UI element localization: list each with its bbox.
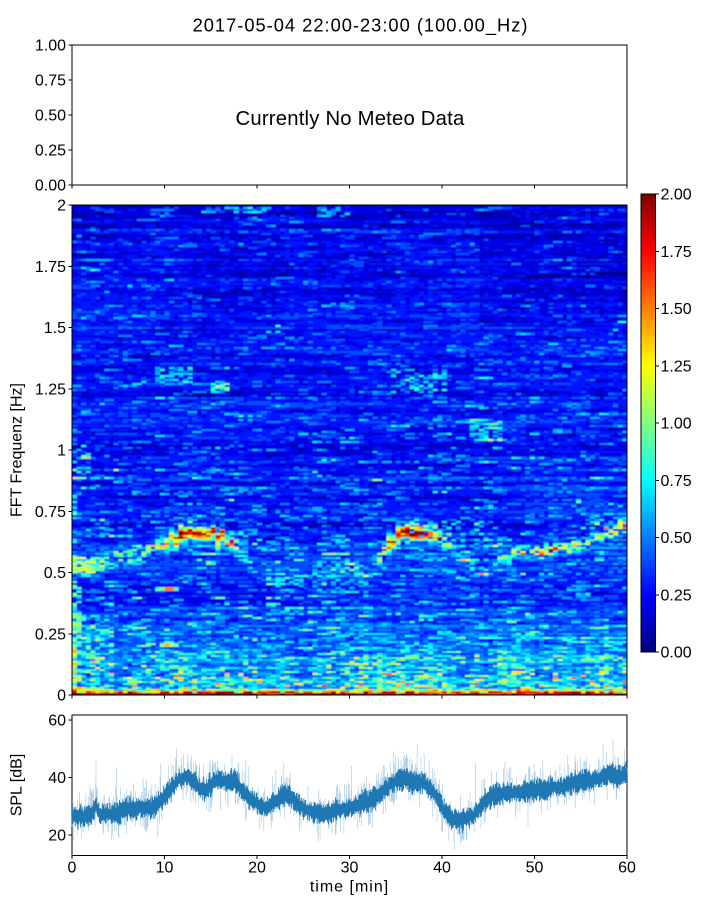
svg-text:0: 0 <box>57 688 66 705</box>
svg-text:1.75: 1.75 <box>661 244 692 261</box>
svg-text:1: 1 <box>57 443 66 460</box>
svg-text:1.00: 1.00 <box>661 416 692 433</box>
svg-text:1.00: 1.00 <box>35 38 66 55</box>
svg-text:60: 60 <box>48 713 66 730</box>
svg-text:0.00: 0.00 <box>35 178 66 195</box>
svg-text:1.5: 1.5 <box>44 320 66 337</box>
svg-text:10: 10 <box>156 860 174 877</box>
svg-text:20: 20 <box>48 828 66 845</box>
svg-text:1.25: 1.25 <box>35 381 66 398</box>
svg-text:0.25: 0.25 <box>35 143 66 160</box>
svg-text:2.00: 2.00 <box>661 187 692 204</box>
svg-text:1.75: 1.75 <box>35 259 66 276</box>
svg-text:time [min]: time [min] <box>310 879 389 896</box>
svg-text:50: 50 <box>526 860 544 877</box>
svg-text:2: 2 <box>57 198 66 215</box>
svg-text:1.25: 1.25 <box>661 358 692 375</box>
svg-text:60: 60 <box>618 860 636 877</box>
svg-text:SPL [dB]: SPL [dB] <box>9 754 26 817</box>
svg-text:0.25: 0.25 <box>661 587 692 604</box>
svg-text:FFT Frequenz [Hz]: FFT Frequenz [Hz] <box>9 383 26 517</box>
svg-text:0.50: 0.50 <box>35 108 66 125</box>
svg-text:0.25: 0.25 <box>35 626 66 643</box>
svg-text:2017-05-04 22:00-23:00 (100.00: 2017-05-04 22:00-23:00 (100.00_Hz) <box>193 15 529 37</box>
svg-text:30: 30 <box>341 860 359 877</box>
svg-text:0.50: 0.50 <box>661 530 692 547</box>
svg-text:0.75: 0.75 <box>35 504 66 521</box>
svg-text:0: 0 <box>68 860 77 877</box>
svg-text:1.50: 1.50 <box>661 301 692 318</box>
svg-text:40: 40 <box>48 770 66 787</box>
svg-text:0.75: 0.75 <box>661 473 692 490</box>
svg-text:0.75: 0.75 <box>35 73 66 90</box>
svg-text:40: 40 <box>433 860 451 877</box>
svg-text:Currently No Meteo Data: Currently No Meteo Data <box>236 108 465 130</box>
svg-text:0.5: 0.5 <box>44 565 66 582</box>
svg-text:0.00: 0.00 <box>661 645 692 662</box>
svg-text:20: 20 <box>248 860 266 877</box>
